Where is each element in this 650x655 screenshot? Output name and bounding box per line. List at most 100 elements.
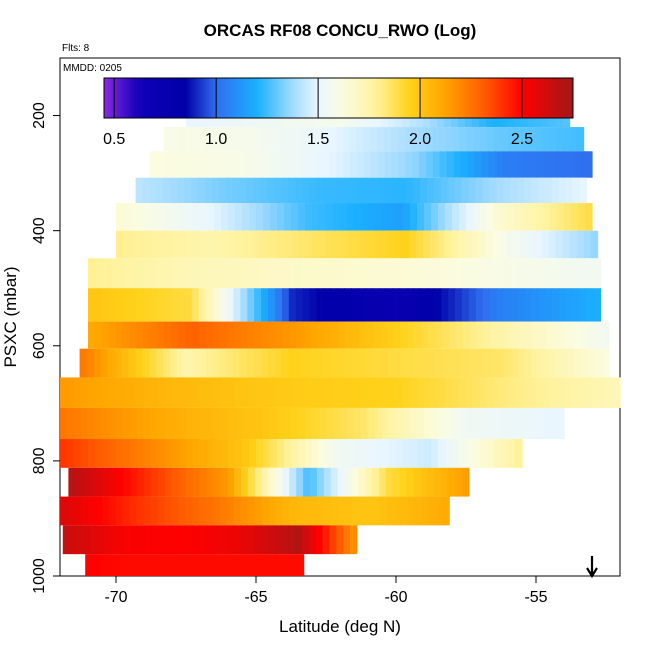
heatmap-cell — [356, 127, 364, 152]
heatmap-cell — [164, 496, 172, 526]
heatmap-cell — [522, 377, 530, 408]
heatmap-cell — [137, 407, 145, 440]
heatmap-cell — [531, 258, 539, 289]
heatmap-cell — [253, 127, 261, 152]
heatmap-cell — [581, 321, 589, 349]
heatmap-cell — [473, 127, 481, 152]
heatmap-cell — [556, 127, 564, 152]
heatmap-cell — [377, 127, 385, 152]
heatmap-cell — [515, 407, 523, 440]
heatmap-cell — [234, 467, 242, 497]
heatmap-cell — [172, 439, 180, 468]
heatmap-cell — [339, 230, 347, 259]
heatmap-cell — [246, 151, 254, 178]
heatmap-cell — [109, 439, 117, 468]
heatmap-cell — [291, 203, 299, 231]
heatmap-cell — [242, 554, 250, 576]
heatmap-cell — [382, 377, 390, 408]
heatmap-cell — [262, 230, 271, 259]
heatmap-cell — [135, 348, 143, 378]
heatmap-cell — [372, 348, 380, 378]
colorbar-tick-label: 2.0 — [409, 131, 431, 148]
heatmap-cell — [274, 258, 283, 289]
heatmap-cell — [476, 321, 485, 349]
heatmap-cell — [441, 288, 449, 322]
heatmap-cell — [344, 348, 352, 378]
heatmap-cell — [139, 554, 148, 576]
heatmap-cell — [289, 496, 297, 526]
heatmap-cell — [537, 177, 546, 204]
heatmap-cell — [333, 377, 341, 408]
heatmap-cell — [67, 377, 75, 408]
heatmap-cell — [305, 203, 313, 231]
heatmap-cell — [268, 288, 276, 322]
heatmap-cell — [220, 467, 228, 497]
heatmap-cell — [116, 439, 124, 468]
heatmap-cell — [109, 377, 117, 408]
heatmap-cell — [123, 377, 131, 408]
heatmap-cell — [542, 127, 550, 152]
heatmap-cell — [358, 348, 366, 378]
heatmap-cell — [184, 348, 192, 378]
heatmap-cell — [459, 203, 467, 231]
heatmap-cell — [545, 288, 553, 322]
heatmap-cell — [311, 230, 320, 259]
heatmap-cell — [333, 439, 341, 468]
heatmap-cell — [85, 554, 93, 576]
colorbar-tick-label: 1.5 — [307, 131, 329, 148]
heatmap-cell — [73, 496, 82, 526]
heatmap-cell — [546, 348, 554, 378]
heatmap-cell — [261, 525, 269, 555]
heatmap-cell — [378, 258, 387, 289]
heatmap-cell — [235, 439, 243, 468]
heatmap-cell — [131, 525, 139, 555]
heatmap-cell — [413, 258, 421, 289]
heatmap-cell — [239, 177, 248, 204]
heatmap-cell — [521, 127, 530, 152]
heatmap-cell — [249, 554, 257, 576]
heatmap-cell — [289, 554, 298, 576]
heatmap-cell — [284, 407, 292, 440]
heatmap-cell — [425, 127, 433, 152]
heatmap-cell — [295, 348, 304, 378]
heatmap-cell — [384, 151, 393, 178]
heatmap-cell — [344, 321, 353, 349]
heatmap-cell — [494, 407, 502, 440]
heatmap-cell — [551, 258, 560, 289]
heatmap-cell — [410, 439, 418, 468]
heatmap-cell — [150, 288, 158, 322]
heatmap-cell — [510, 288, 518, 322]
heatmap-cell — [504, 348, 512, 378]
heatmap-cell — [144, 407, 152, 440]
heatmap-cell — [122, 496, 131, 526]
heatmap-cell — [583, 230, 592, 259]
heatmap-cell — [295, 177, 303, 204]
heatmap-cell — [208, 554, 216, 576]
heatmap-cell — [404, 127, 413, 152]
heatmap-cell — [160, 554, 168, 576]
heatmap-cell — [197, 151, 206, 178]
heatmap-cell — [81, 407, 89, 440]
heatmap-cell — [157, 321, 165, 349]
heatmap-band — [68, 467, 470, 497]
heatmap-cell — [218, 151, 227, 178]
heatmap-cell — [288, 288, 297, 322]
heatmap-cell — [232, 348, 241, 378]
heatmap-cell — [267, 151, 275, 178]
heatmap-cell — [115, 288, 124, 322]
heatmap-cell — [431, 439, 439, 468]
heatmap-cell — [143, 321, 152, 349]
heatmap-cell — [186, 203, 194, 231]
heatmap-cell — [365, 467, 373, 497]
heatmap-cell — [454, 288, 463, 322]
heatmap-cell — [557, 151, 565, 178]
heatmap-cell — [343, 151, 351, 178]
heatmap-cell — [527, 230, 536, 259]
heatmap-cell — [256, 407, 264, 440]
heatmap-cell — [268, 467, 277, 497]
heatmap-cell — [295, 258, 304, 289]
heatmap-cell — [351, 348, 359, 378]
heatmap-cell — [294, 127, 302, 152]
heatmap-cell — [100, 348, 109, 378]
heatmap-cell — [157, 496, 165, 526]
